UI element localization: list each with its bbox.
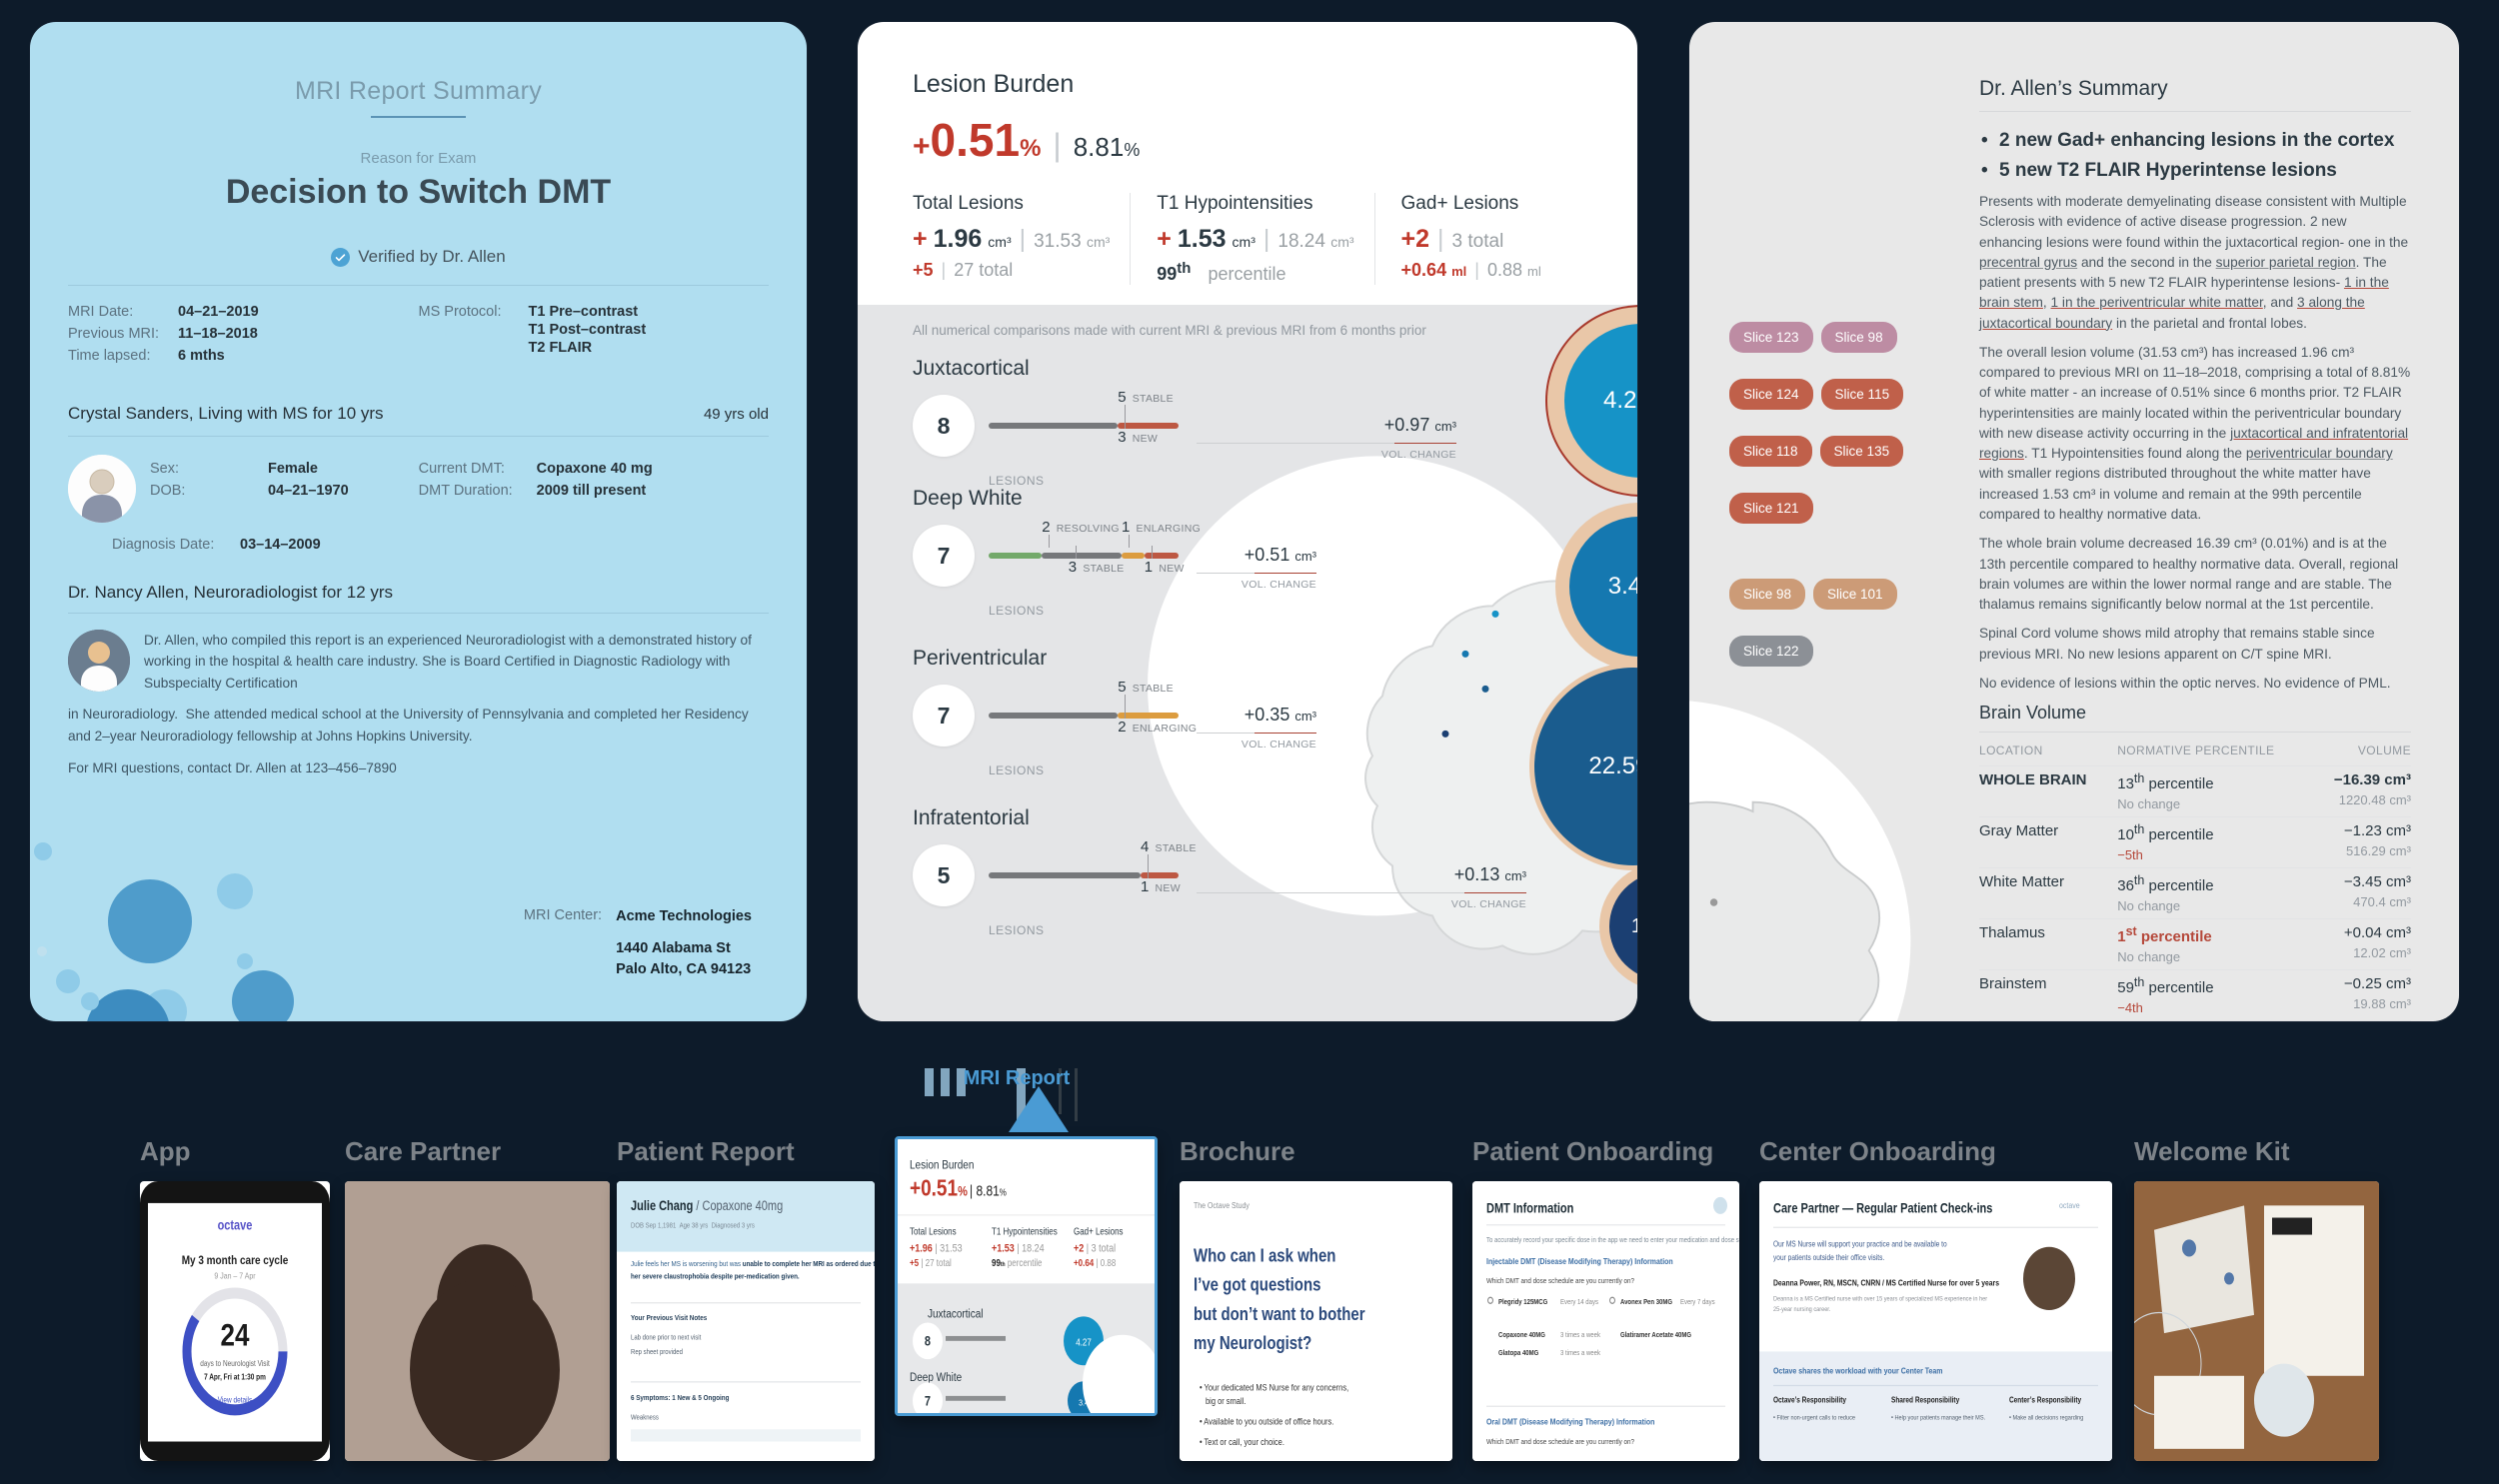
svg-text:Which DMT and dose schedule ar: Which DMT and dose schedule are you curr… [1486, 1438, 1634, 1446]
svg-text:Shared Responsibility: Shared Responsibility [1891, 1395, 1959, 1405]
svg-text:Octave shares the workload wit: Octave shares the workload with your Cen… [1773, 1366, 1943, 1376]
svg-text:• Text or call, your choice.: • Text or call, your choice. [1200, 1436, 1284, 1447]
svg-text:• Filter non-urgent calls to r: • Filter non-urgent calls to reduce [1773, 1414, 1855, 1422]
svg-text:Total Lesions: Total Lesions [910, 1226, 957, 1237]
svg-text:• Make all decisions regarding: • Make all decisions regarding [2009, 1414, 2084, 1422]
svg-text:my Neurologist?: my Neurologist? [1194, 1333, 1311, 1354]
svg-text:7: 7 [925, 1394, 931, 1409]
svg-text:Who can I ask when: Who can I ask when [1194, 1245, 1335, 1266]
svg-text:Rep sheet provided: Rep sheet provided [631, 1348, 683, 1356]
svg-text:Lesion Burden: Lesion Burden [910, 1159, 974, 1172]
svg-text:your patients outside their of: your patients outside their office visit… [1773, 1252, 1884, 1262]
svg-text:Julie Chang / Copaxone 40mg: Julie Chang / Copaxone 40mg [631, 1198, 783, 1213]
svg-text:MRI Report: MRI Report [963, 1068, 1070, 1089]
svg-text:Deanna Power, RN, MSCN, CNRN /: Deanna Power, RN, MSCN, CNRN / MS Certif… [1773, 1278, 1999, 1288]
svg-text:Glatiramer Acetate 40MG: Glatiramer Acetate 40MG [1620, 1331, 1691, 1339]
svg-text:octave: octave [2059, 1200, 2080, 1210]
svg-text:+0.64 | 0.88: +0.64 | 0.88 [1074, 1257, 1116, 1268]
svg-text:days to Neurologist Visit: days to Neurologist Visit [200, 1358, 270, 1368]
svg-text:3 times a week: 3 times a week [1560, 1350, 1601, 1358]
svg-text:I’ve got questions: I’ve got questions [1194, 1274, 1320, 1295]
svg-text:Julie feels her MS is worsenin: Julie feels her MS is worsening but was … [631, 1261, 875, 1269]
svg-text:+2 | 3 total: +2 | 3 total [1074, 1243, 1116, 1255]
svg-text:+5 | 27 total: +5 | 27 total [910, 1257, 952, 1268]
svg-text:but don’t want to bother: but don’t want to bother [1194, 1303, 1365, 1324]
svg-text:her severe claustrophobia desp: her severe claustrophobia despite per-me… [631, 1273, 800, 1281]
svg-text:6 Symptoms: 1 New & 5 Ongoing: 6 Symptoms: 1 New & 5 Ongoing [631, 1395, 729, 1403]
svg-text:Avonex Pen 30MG: Avonex Pen 30MG [1620, 1298, 1672, 1306]
svg-text:• Your dedicated MS Nurse for: • Your dedicated MS Nurse for any concer… [1200, 1382, 1348, 1393]
svg-text:Copaxone 40MG: Copaxone 40MG [1498, 1331, 1545, 1339]
svg-text:9 Jan – 7 Apr: 9 Jan – 7 Apr [214, 1271, 256, 1281]
svg-text:Our MS Nurse will support your: Our MS Nurse will support your practice … [1773, 1239, 1947, 1249]
svg-text:DMT Information: DMT Information [1486, 1201, 1573, 1216]
svg-text:• Available to you outside of: • Available to you outside of office hou… [1200, 1416, 1333, 1427]
svg-text:big or small.: big or small. [1206, 1395, 1246, 1406]
svg-text:T1 Hypointensities: T1 Hypointensities [992, 1226, 1058, 1237]
svg-text:Care Partner — Regular Patient: Care Partner — Regular Patient Check-ins [1773, 1201, 1993, 1216]
svg-text:Your Previous Visit Notes: Your Previous Visit Notes [631, 1314, 707, 1322]
svg-text:24: 24 [221, 1318, 250, 1353]
svg-text:7 Apr, Fri at 1:30 pm: 7 Apr, Fri at 1:30 pm [204, 1372, 266, 1382]
svg-text:Plegridy 125MCG: Plegridy 125MCG [1498, 1298, 1547, 1306]
svg-text:View details: View details [218, 1395, 253, 1405]
svg-text:Gad+ Lesions: Gad+ Lesions [1074, 1226, 1124, 1237]
svg-text:Weakness: Weakness [631, 1414, 659, 1422]
svg-text:Center’s Responsibility: Center’s Responsibility [2009, 1395, 2081, 1405]
svg-text:Every 14 days: Every 14 days [1560, 1298, 1599, 1306]
svg-text:• Help your patients manage th: • Help your patients manage their MS. [1891, 1414, 1985, 1422]
svg-text:Lab done prior to next visit: Lab done prior to next visit [631, 1334, 701, 1342]
svg-text:25-year nursing career.: 25-year nursing career. [1773, 1306, 1831, 1314]
svg-text:Deanna is a MS Certified nurse: Deanna is a MS Certified nurse with over… [1773, 1295, 1987, 1303]
svg-text:4.27: 4.27 [1076, 1337, 1092, 1348]
svg-text:Which DMT and dose schedule ar: Which DMT and dose schedule are you curr… [1486, 1278, 1634, 1286]
svg-text:8: 8 [925, 1334, 931, 1349]
svg-text:Deep White: Deep White [910, 1371, 962, 1384]
svg-text:Injectable DMT (Disease Modify: Injectable DMT (Disease Modifying Therap… [1486, 1256, 1673, 1266]
svg-text:3 times a week: 3 times a week [1560, 1331, 1601, 1339]
svg-text:Juxtacortical: Juxtacortical [928, 1308, 984, 1321]
svg-text:Glatopa 40MG: Glatopa 40MG [1498, 1350, 1538, 1358]
svg-text:Octave’s Responsibility: Octave’s Responsibility [1773, 1395, 1846, 1405]
svg-text:Every 7 days: Every 7 days [1680, 1298, 1715, 1306]
svg-text:DOB Sep 1,1981 Age 38 yrs Di: DOB Sep 1,1981 Age 38 yrs Diagnosed 3 yr… [631, 1222, 755, 1230]
svg-text:The Octave Study: The Octave Study [1194, 1200, 1250, 1210]
svg-text:99th percentile: 99th percentile [992, 1257, 1042, 1268]
svg-text:+1.53 | 18.24: +1.53 | 18.24 [992, 1243, 1045, 1255]
svg-text:To accurately record your spec: To accurately record your specific dose … [1486, 1236, 1739, 1244]
svg-text:octave: octave [218, 1218, 253, 1233]
svg-text:My 3 month care cycle: My 3 month care cycle [182, 1254, 289, 1267]
svg-text:+1.96 | 31.53: +1.96 | 31.53 [910, 1243, 963, 1255]
svg-text:Oral DMT (Disease Modifying Th: Oral DMT (Disease Modifying Therapy) Inf… [1486, 1417, 1655, 1427]
